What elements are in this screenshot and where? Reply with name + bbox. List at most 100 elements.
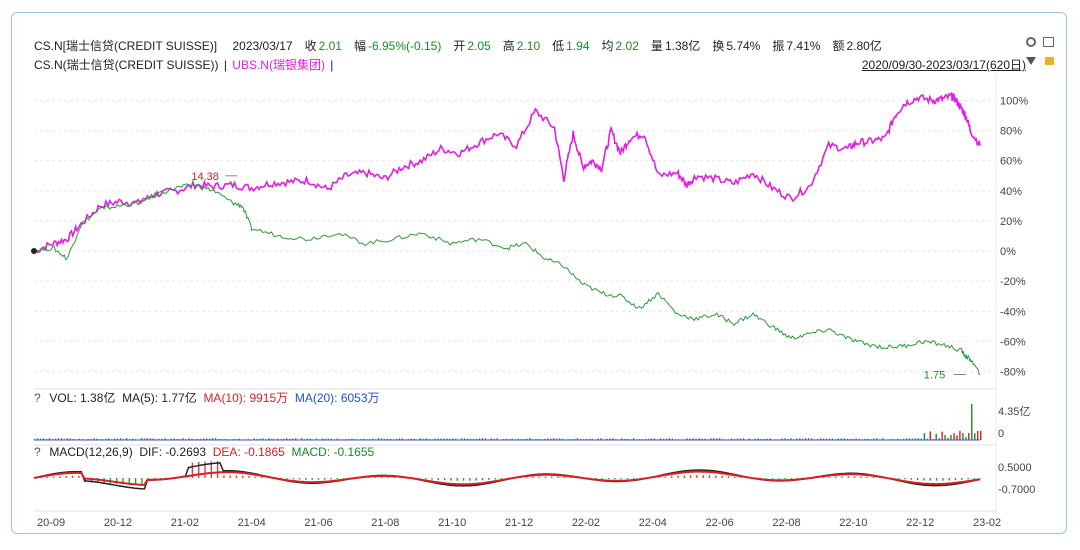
volume-bar	[547, 438, 549, 440]
volume-bar	[736, 438, 739, 440]
macd-bar	[866, 476, 868, 478]
macd-bar	[916, 478, 919, 481]
lock-icon[interactable]	[1045, 57, 1054, 65]
volume-bar	[57, 438, 60, 440]
macd-bar	[551, 476, 553, 478]
macd-bar	[52, 476, 55, 478]
volume-bar	[125, 438, 128, 440]
volume-bar	[882, 438, 884, 440]
volume-bar	[692, 438, 694, 440]
volume-bar	[713, 438, 715, 440]
volume-bar	[351, 438, 353, 440]
volume-bar	[493, 438, 496, 440]
volume-bar	[440, 438, 442, 440]
macd-bar	[380, 477, 383, 478]
volume-bar	[653, 438, 656, 440]
x-tick-label: 21-08	[371, 517, 399, 529]
help-icon[interactable]: ?	[34, 445, 41, 459]
popout-icon[interactable]	[1043, 37, 1054, 47]
volume-bar	[837, 438, 840, 440]
volume-bar	[461, 438, 463, 440]
macd-bar	[942, 478, 944, 481]
macd-bar	[254, 476, 257, 478]
x-tick-label: 22-06	[706, 517, 734, 529]
volume-bar	[238, 438, 240, 440]
macd-bar	[677, 475, 679, 478]
turnover-value: 5.74%	[726, 39, 761, 53]
volume-bar	[443, 438, 445, 440]
volume-bar	[200, 438, 202, 440]
y-tick-label: 40%	[1000, 186, 1022, 198]
volume-bar	[698, 438, 700, 440]
gear-icon[interactable]	[1026, 37, 1036, 47]
macd-bar	[961, 478, 963, 480]
volume-bar	[852, 438, 854, 440]
macd-bar	[235, 475, 238, 478]
series-line-1	[33, 183, 981, 375]
macd-bar	[59, 476, 61, 478]
volume-bar	[39, 438, 42, 440]
macd-bar	[324, 478, 326, 480]
volume-bar	[926, 438, 928, 440]
help-icon[interactable]: ?	[34, 391, 41, 405]
y-tick-label: 0%	[1000, 246, 1016, 258]
volume-bar	[268, 438, 270, 440]
volume-bar	[662, 438, 665, 440]
volume-bar	[467, 438, 469, 440]
date-range-selector[interactable]: 2020/09/30-2023/03/17(620日)	[861, 58, 1026, 72]
volume-bar	[60, 438, 63, 440]
volume-bar	[784, 438, 786, 440]
macd-bar	[418, 478, 421, 479]
macd-bar	[488, 478, 490, 480]
avg-value: 2.02	[615, 39, 639, 53]
macd-params: MACD(12,26,9)	[49, 445, 133, 459]
compare-series-label[interactable]: UBS.N(瑞银集团)	[232, 58, 325, 72]
volume-bar	[748, 438, 751, 440]
close-label: 收	[304, 39, 317, 53]
macd-bar	[456, 478, 458, 481]
macd-bar	[242, 475, 244, 478]
macd-bar	[336, 478, 339, 480]
volume-bar	[120, 438, 122, 440]
volume-bar	[799, 438, 801, 440]
volume-bar	[209, 438, 211, 440]
macd-bar	[563, 477, 566, 478]
macd-bar	[841, 476, 843, 478]
macd-bar	[65, 475, 67, 478]
volume-bar	[959, 430, 961, 440]
volume-bar	[105, 438, 107, 440]
macd-bar	[683, 475, 685, 478]
volume-bar	[277, 438, 279, 440]
volume-bar	[947, 437, 949, 440]
macd-bar	[210, 461, 212, 478]
triangle-down-icon[interactable]	[1026, 57, 1036, 65]
volume-bar	[816, 438, 819, 440]
volume-bar	[873, 438, 875, 440]
volume-bar	[321, 438, 324, 440]
macd-bar	[475, 478, 477, 481]
compare-header: CS.N(瑞士信贷(CREDIT SUISSE)) | UBS.N(瑞银集团) …	[34, 56, 335, 73]
volume-legend: ? VOL: 1.38亿 MA(5): 1.77亿 MA(10): 9915万 …	[34, 389, 380, 406]
macd-bar	[298, 478, 301, 480]
macd-bar	[122, 478, 124, 485]
volume-bar	[315, 438, 318, 440]
macd-legend: ? MACD(12,26,9) DIF: -0.2693 DEA: -0.186…	[34, 445, 374, 459]
main-series-label[interactable]: CS.N(瑞士信贷(CREDIT SUISSE))	[34, 58, 219, 72]
macd-bar	[973, 478, 976, 479]
x-tick-label: 21-06	[304, 517, 332, 529]
volume-bar	[719, 438, 721, 440]
volume-bar	[730, 438, 733, 440]
volume-bar	[686, 438, 688, 440]
high-label: 高	[502, 39, 515, 53]
volume-bar	[917, 438, 920, 440]
macd-bar	[828, 476, 830, 478]
turnover-label: 换	[712, 39, 725, 53]
volume-bar	[517, 438, 519, 440]
macd-bar	[948, 478, 950, 481]
volume-bar	[529, 438, 531, 440]
macd-bar	[153, 478, 156, 479]
volume-bar	[259, 438, 261, 440]
macd-bar	[898, 478, 900, 479]
volume-bar	[911, 438, 914, 440]
volume-bar	[905, 438, 908, 440]
